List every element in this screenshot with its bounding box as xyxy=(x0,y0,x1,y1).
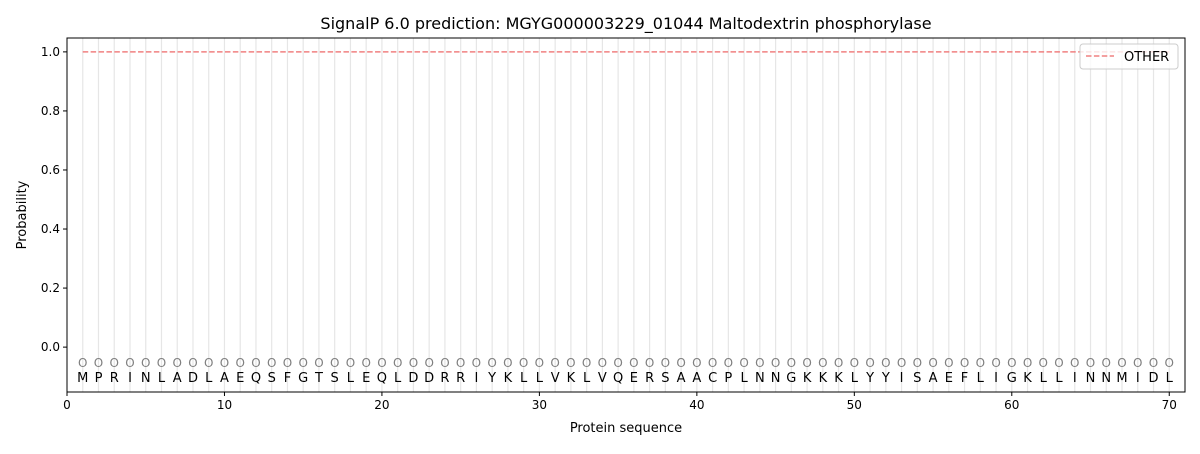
x-tick-label: 30 xyxy=(532,398,547,412)
residue-label: L xyxy=(347,371,355,386)
y-tick-label: 0.0 xyxy=(41,340,60,354)
x-tick-label: 70 xyxy=(1162,398,1177,412)
residue-label: M xyxy=(1116,371,1127,386)
legend-box xyxy=(1079,43,1179,70)
sequence-labels: OOOOOOOOOOOOOOOOOOOOOOOOOOOOOOOOOOOOOOOO… xyxy=(77,356,1174,386)
residue-label: I xyxy=(474,371,478,386)
residue-label: R xyxy=(440,371,449,386)
chart-title: SignalP 6.0 prediction: MGYG000003229_01… xyxy=(320,14,931,34)
y-axis-ticks: 0.0 0.2 0.4 0.6 0.8 1.0 xyxy=(41,45,67,354)
residue-label: N xyxy=(141,371,151,386)
predicted-labels: OOOOOOOOOOOOOOOOOOOOOOOOOOOOOOOOOOOOOOOO… xyxy=(78,356,1174,370)
residue-label: G xyxy=(298,371,308,386)
residue-label: K xyxy=(504,371,513,386)
residue-label: A xyxy=(692,371,701,386)
y-tick-label: 0.4 xyxy=(41,222,60,236)
residue-label: L xyxy=(583,371,591,386)
y-tick-label: 1.0 xyxy=(41,45,60,59)
y-axis-label: Probability xyxy=(15,180,30,249)
legend-label-other: OTHER xyxy=(1124,50,1169,65)
residue-label: D xyxy=(188,371,198,386)
residue-label: Q xyxy=(377,371,387,386)
residue-label: I xyxy=(128,371,132,386)
residue-label: K xyxy=(803,371,812,386)
x-tick-label: 50 xyxy=(847,398,862,412)
residue-label: L xyxy=(520,371,528,386)
residue-label: N xyxy=(1086,371,1096,386)
residue-label: P xyxy=(95,371,103,386)
residue-label: S xyxy=(268,371,276,386)
x-tick-label: 60 xyxy=(1004,398,1019,412)
residue-label: K xyxy=(834,371,843,386)
residue-label: K xyxy=(819,371,828,386)
residue-label: S xyxy=(331,371,339,386)
legend: OTHER xyxy=(1079,43,1179,70)
residue-label: V xyxy=(598,371,607,386)
residue-label: E xyxy=(945,371,953,386)
residue-label: L xyxy=(394,371,402,386)
residue-label: R xyxy=(110,371,119,386)
residue-label: D xyxy=(424,371,434,386)
residue-label: T xyxy=(314,371,323,386)
residue-label: N xyxy=(1101,371,1111,386)
residue-label: K xyxy=(1023,371,1032,386)
residue-label: F xyxy=(961,371,968,386)
residue-label: L xyxy=(1040,371,1048,386)
residue-label: I xyxy=(1073,371,1077,386)
plot-frame xyxy=(66,37,1186,393)
residue-label: Q xyxy=(251,371,261,386)
x-tick-label: 0 xyxy=(63,398,71,412)
residue-label: E xyxy=(362,371,370,386)
residue-label: R xyxy=(456,371,465,386)
x-axis-ticks: 0 10 20 30 40 50 60 70 xyxy=(63,392,1177,412)
x-tick-label: 10 xyxy=(217,398,232,412)
residue-label: L xyxy=(205,371,213,386)
residue-label: S xyxy=(661,371,669,386)
residue-label: F xyxy=(284,371,291,386)
residue-label: P xyxy=(724,371,732,386)
residue-label: I xyxy=(1136,371,1140,386)
x-tick-label: 40 xyxy=(689,398,704,412)
residue-label: L xyxy=(740,371,748,386)
residue-label: Y xyxy=(881,371,890,386)
residue-label: R xyxy=(645,371,654,386)
residue-grid xyxy=(82,38,1170,392)
y-tick-label: 0.8 xyxy=(41,104,60,118)
residue-label: N xyxy=(755,371,765,386)
residue-label: E xyxy=(630,371,638,386)
residue-label: L xyxy=(536,371,544,386)
residue-label: D xyxy=(1148,371,1158,386)
x-tick-label: 20 xyxy=(374,398,389,412)
residue-label: L xyxy=(158,371,166,386)
residue-label: E xyxy=(236,371,244,386)
residue-label: I xyxy=(994,371,998,386)
residue-label: C xyxy=(708,371,717,386)
residue-label: L xyxy=(851,371,859,386)
residue-label: A xyxy=(173,371,182,386)
residue-label: V xyxy=(551,371,560,386)
x-axis-label: Protein sequence xyxy=(570,421,682,436)
residue-label: Y xyxy=(865,371,874,386)
residue-label: Y xyxy=(487,371,496,386)
residue-label: A xyxy=(929,371,938,386)
residue-label: G xyxy=(1007,371,1017,386)
residue-label: K xyxy=(567,371,576,386)
residue-label: M xyxy=(77,371,88,386)
y-tick-label: 0.2 xyxy=(41,281,60,295)
y-tick-label: 0.6 xyxy=(41,163,60,177)
residue-label: G xyxy=(786,371,796,386)
residue-label: Q xyxy=(613,371,623,386)
residue-label: N xyxy=(771,371,781,386)
residue-label: D xyxy=(408,371,418,386)
residue-label: S xyxy=(913,371,921,386)
residue-label: L xyxy=(1166,371,1174,386)
residue-label: I xyxy=(900,371,904,386)
residue-label: L xyxy=(977,371,985,386)
residue-label: A xyxy=(677,371,686,386)
residue-label: L xyxy=(1055,371,1063,386)
residue-label: A xyxy=(220,371,229,386)
